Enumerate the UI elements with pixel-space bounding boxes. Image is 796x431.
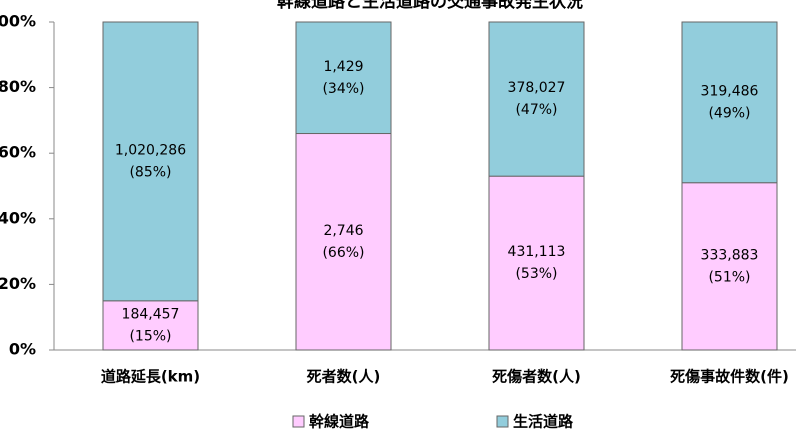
count-label: 184,457 — [122, 306, 180, 322]
bar-segment — [488, 21, 585, 177]
value-label: (34%) — [322, 81, 364, 97]
count-label: 319,486 — [701, 83, 759, 99]
x-tick-label: 死傷者数(人) — [492, 368, 581, 386]
y-tick-label: 20% — [0, 274, 36, 293]
value-label: (47%) — [515, 102, 557, 118]
bar-segment — [681, 21, 778, 184]
chart-title: 幹線道路と生活道路の交通事故発生状況 — [277, 0, 583, 12]
legend-swatch — [292, 415, 305, 428]
bar-segment — [488, 175, 585, 351]
x-tick-label: 死者数(人) — [307, 368, 381, 386]
count-label: 1,429 — [323, 59, 363, 75]
value-label: (66%) — [322, 245, 364, 261]
y-tick-label: 60% — [0, 143, 36, 162]
legend-label: 幹線道路 — [309, 413, 370, 431]
legend-label: 生活道路 — [513, 413, 574, 431]
value-label: (85%) — [129, 164, 171, 180]
bar-segment — [295, 133, 392, 351]
y-tick-label: 80% — [0, 77, 36, 96]
x-tick-label: 死傷事故件数(件) — [670, 368, 789, 386]
value-label: (53%) — [515, 266, 557, 282]
count-label: 2,746 — [323, 223, 363, 239]
y-tick-label: 100% — [0, 12, 36, 31]
value-label: (49%) — [708, 105, 750, 121]
bar-segment — [295, 21, 392, 135]
count-label: 378,027 — [508, 80, 566, 96]
bar-segment — [681, 182, 778, 351]
y-tick-label: 0% — [9, 340, 36, 359]
x-tick-label: 道路延長(km) — [101, 368, 200, 386]
count-label: 431,113 — [508, 244, 566, 260]
count-label: 1,020,286 — [115, 142, 186, 158]
value-label: (15%) — [129, 328, 171, 344]
legend-swatch — [496, 415, 509, 428]
bar-segment — [102, 21, 199, 302]
value-label: (51%) — [708, 269, 750, 285]
bar-segment — [102, 300, 199, 351]
y-tick-label: 40% — [0, 208, 36, 227]
count-label: 333,883 — [701, 247, 759, 263]
